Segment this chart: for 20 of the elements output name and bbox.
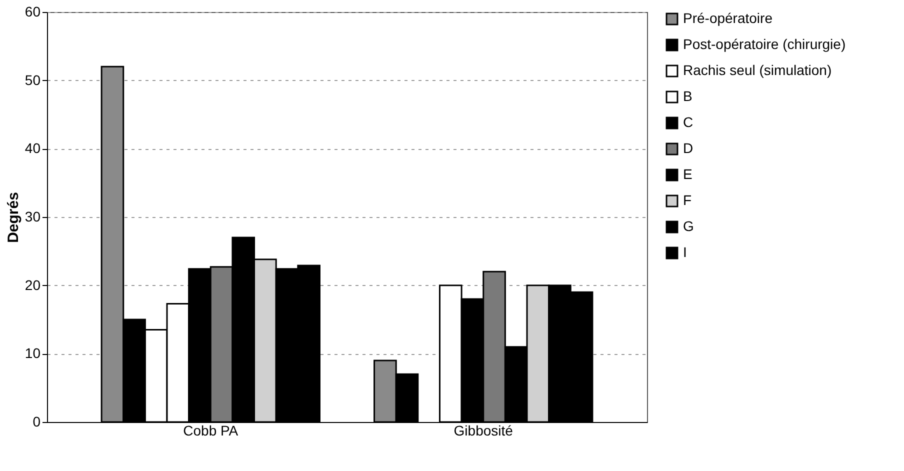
y-tick-label: 30 bbox=[24, 208, 41, 224]
legend-label: Post-opératoire (chirurgie) bbox=[683, 36, 846, 52]
legend-label: Rachis seul (simulation) bbox=[683, 62, 832, 78]
legend-label: B bbox=[683, 88, 692, 104]
legend-label: Pré-opératoire bbox=[683, 10, 773, 26]
y-tick-label: 60 bbox=[24, 4, 41, 20]
legend-label: G bbox=[683, 218, 694, 234]
y-axis-title: Degrés bbox=[4, 192, 22, 243]
legend-label: D bbox=[683, 140, 694, 156]
legend-label: F bbox=[683, 192, 692, 208]
x-tick-label: Cobb PA bbox=[183, 422, 239, 438]
legend-label: E bbox=[683, 166, 692, 182]
y-tick-label: 40 bbox=[24, 140, 41, 156]
x-tick-label: Gibbosité bbox=[454, 422, 514, 438]
legend-label: C bbox=[683, 114, 694, 130]
y-tick-label: 50 bbox=[24, 72, 41, 88]
y-tick-label: 20 bbox=[24, 276, 41, 293]
y-tick-label: 10 bbox=[24, 345, 41, 362]
legend-label: I bbox=[683, 244, 687, 260]
y-tick-label: 0 bbox=[32, 414, 41, 430]
